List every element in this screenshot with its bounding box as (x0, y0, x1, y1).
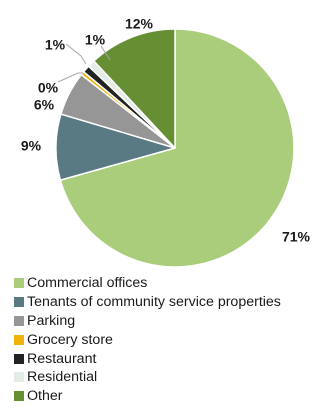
legend-label: Parking (27, 312, 76, 329)
legend-swatch (14, 334, 24, 345)
legend-label: Commercial offices (27, 275, 148, 292)
data-label-residential: 1% (85, 32, 106, 48)
legend-label: Grocery store (27, 331, 113, 348)
legend-label: Restaurant (27, 350, 97, 367)
leader-line-grocery-store (57, 72, 83, 83)
legend-swatch (14, 297, 24, 308)
data-label-parking: 6% (34, 97, 55, 113)
legend-label: Tenants of community service properties (27, 294, 281, 311)
pie-slice-commercial-offices (59, 28, 295, 268)
legend-label: Residential (27, 369, 98, 386)
legend: Commercial offices Tenants of community s… (14, 274, 281, 406)
pie-slices (55, 28, 295, 268)
legend-item: Commercial offices (14, 274, 281, 293)
legend-swatch (14, 353, 24, 364)
leader-lines (57, 43, 111, 83)
pie-slice-other (93, 28, 176, 149)
data-label-tenants-of-community-service-properties: 9% (21, 138, 42, 154)
legend-swatch (14, 391, 24, 402)
legend-swatch (14, 278, 24, 289)
legend-label: Other (27, 388, 63, 405)
data-label-other: 12% (125, 16, 154, 32)
legend-item: Restaurant (14, 349, 281, 368)
legend-item: Residential (14, 368, 281, 387)
data-label-grocery-store: 0% (38, 80, 59, 96)
legend-item: Tenants of community service properties (14, 293, 281, 312)
leader-line-restaurant (65, 43, 87, 65)
data-label-commercial-offices: 71% (282, 229, 311, 245)
legend-item: Parking (14, 312, 281, 331)
slice-labels: 71% 9% 6%0% 1% 1% 12% (21, 16, 311, 245)
legend-swatch (14, 315, 24, 326)
data-label-restaurant: 1% (45, 37, 66, 53)
leader-line-residential (100, 45, 111, 61)
legend-item: Grocery store (14, 330, 281, 349)
legend-swatch (14, 372, 24, 383)
legend-item: Other (14, 387, 281, 406)
